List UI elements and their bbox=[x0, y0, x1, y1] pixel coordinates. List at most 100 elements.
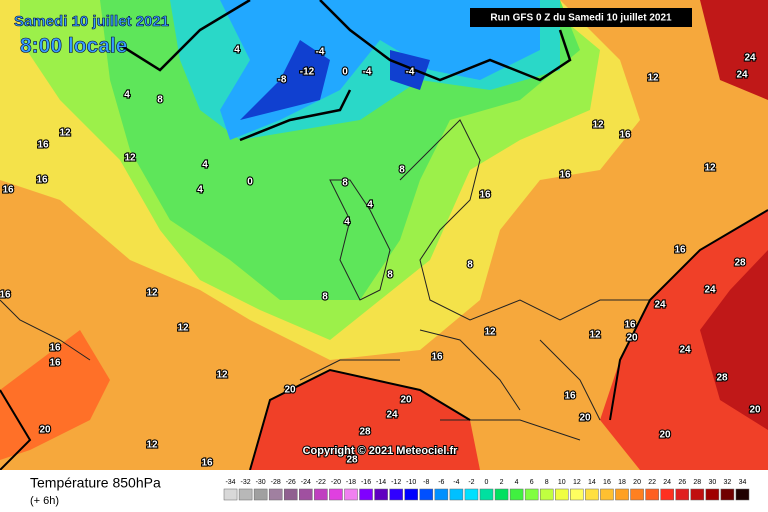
scale-swatch bbox=[585, 488, 599, 501]
contour-label: 4 bbox=[197, 185, 203, 196]
scale-swatch bbox=[539, 488, 554, 501]
contour-label: 12 bbox=[589, 330, 601, 341]
contour-label: 16 bbox=[2, 185, 14, 196]
scale-label: -6 bbox=[438, 479, 444, 486]
scale-swatch bbox=[374, 488, 388, 501]
contour-label: 20 bbox=[39, 425, 51, 436]
scale-label: 12 bbox=[573, 479, 581, 486]
contour-label: 16 bbox=[479, 190, 491, 201]
contour-label: 4 bbox=[234, 45, 240, 56]
scale-swatch bbox=[268, 488, 283, 501]
contour-label: 4 bbox=[202, 160, 208, 171]
contour-label: -4 bbox=[406, 67, 415, 78]
contour-label: 24 bbox=[744, 53, 756, 64]
contour-label: 8 bbox=[387, 270, 393, 281]
scale-label: 22 bbox=[648, 479, 656, 486]
contour-label: 28 bbox=[716, 373, 728, 384]
hot-zone-west bbox=[0, 330, 110, 460]
scale-label: -16 bbox=[361, 479, 371, 486]
scale-swatch bbox=[555, 488, 569, 501]
scale-swatch bbox=[329, 488, 343, 501]
contour-label: 12 bbox=[704, 163, 716, 174]
scale-swatch bbox=[314, 488, 328, 501]
scale-swatch bbox=[253, 488, 268, 501]
scale-swatch bbox=[404, 488, 418, 501]
contour-label: 28 bbox=[346, 455, 358, 466]
coastlines bbox=[0, 119, 650, 441]
scale-label: -12 bbox=[391, 479, 401, 486]
run-box bbox=[470, 8, 692, 27]
contour-label: 16 bbox=[0, 290, 11, 301]
contour-label: 16 bbox=[49, 358, 61, 369]
scale-label: -22 bbox=[316, 479, 326, 486]
contour-label: 20 bbox=[659, 430, 671, 441]
scale-label: -26 bbox=[286, 479, 296, 486]
scale-label: 2 bbox=[500, 479, 504, 486]
scale-label: 18 bbox=[618, 479, 626, 486]
scale-swatch bbox=[645, 488, 659, 501]
scale-swatch bbox=[434, 488, 449, 501]
contour-label: 4 bbox=[124, 90, 130, 101]
contour-label: 16 bbox=[619, 130, 631, 141]
contour-label: 24 bbox=[679, 345, 691, 356]
contour-label: 24 bbox=[704, 285, 716, 296]
contour-label: 24 bbox=[736, 70, 748, 81]
scale-label: 20 bbox=[633, 479, 641, 486]
scale-swatch bbox=[494, 488, 509, 501]
legend-subtitle: (+ 6h) bbox=[30, 495, 59, 507]
scale-label: -8 bbox=[423, 479, 429, 486]
scale-label: -14 bbox=[376, 479, 386, 486]
scale-label: 34 bbox=[739, 479, 747, 486]
contour-label: 12 bbox=[177, 323, 189, 334]
scale-label: -32 bbox=[241, 479, 251, 486]
contour-label: 12 bbox=[59, 128, 71, 139]
scale-swatch bbox=[389, 488, 403, 501]
scale-label: 0 bbox=[485, 479, 489, 486]
scale-swatch bbox=[630, 488, 644, 501]
scale-label: -30 bbox=[256, 479, 266, 486]
scale-swatch bbox=[464, 488, 479, 501]
scale-swatch bbox=[509, 488, 524, 501]
contour-label: 12 bbox=[124, 153, 136, 164]
copyright: Copyright © 2021 Meteociel.fr bbox=[303, 445, 459, 457]
scale-swatch bbox=[344, 488, 358, 501]
contour-label: 16 bbox=[564, 391, 576, 402]
isotherm-20 bbox=[0, 209, 768, 471]
contour-label: 16 bbox=[674, 245, 686, 256]
contour-label: 0 bbox=[247, 177, 253, 188]
scale-label: 8 bbox=[545, 479, 549, 486]
scale-label: -2 bbox=[468, 479, 474, 486]
contour-label: 4 bbox=[367, 200, 373, 211]
scale-swatch bbox=[359, 488, 373, 501]
scale-label: -4 bbox=[453, 479, 459, 486]
scale-label: 10 bbox=[558, 479, 566, 486]
scale-label: 26 bbox=[678, 479, 686, 486]
contour-label: 24 bbox=[654, 300, 666, 311]
scale-swatch bbox=[660, 488, 674, 501]
contour-label: 8 bbox=[322, 292, 328, 303]
local-time: 8:00 locale bbox=[20, 35, 127, 58]
contour-label: 28 bbox=[359, 427, 371, 438]
contour-label: 16 bbox=[431, 352, 443, 363]
scale-label: 24 bbox=[663, 479, 671, 486]
scale-swatch bbox=[283, 488, 298, 501]
contour-label: 12 bbox=[647, 73, 659, 84]
contour-label: 16 bbox=[559, 170, 571, 181]
contour-label: 20 bbox=[400, 395, 412, 406]
scale-label: -20 bbox=[331, 479, 341, 486]
contour-label: 8 bbox=[342, 178, 348, 189]
freezing-isotherm bbox=[119, 0, 572, 142]
contour-label: 12 bbox=[592, 120, 604, 131]
contour-label: -4 bbox=[363, 67, 372, 78]
scale-label: 4 bbox=[515, 479, 519, 486]
scale-swatch bbox=[299, 488, 313, 501]
contour-label: 0 bbox=[342, 67, 348, 78]
scale-label: 30 bbox=[708, 479, 716, 486]
hottest-zone bbox=[700, 0, 768, 430]
scale-label: -24 bbox=[301, 479, 311, 486]
scale-swatch bbox=[675, 488, 690, 501]
scale-swatch bbox=[419, 488, 434, 501]
scale-label: 16 bbox=[603, 479, 611, 486]
contour-label: 28 bbox=[734, 258, 746, 269]
